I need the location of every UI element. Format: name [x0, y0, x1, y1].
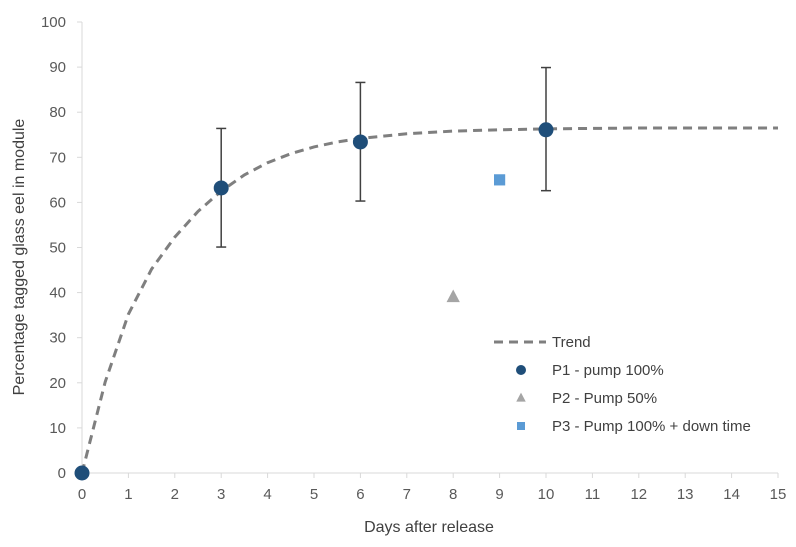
y-tick-label: 0 — [58, 465, 66, 482]
x-tick-label: 11 — [585, 486, 601, 503]
legend-item: P1 - pump 100% — [516, 362, 664, 379]
y-tick-label: 80 — [49, 104, 66, 121]
x-tick-label: 14 — [723, 486, 740, 503]
legend-label: Trend — [552, 334, 591, 351]
y-tick-label: 60 — [49, 194, 66, 211]
x-tick-label: 2 — [171, 486, 179, 503]
y-tick-label: 50 — [49, 240, 66, 257]
x-tick-label: 5 — [310, 486, 318, 503]
legend-swatch-marker — [516, 392, 526, 402]
y-tick-label: 30 — [49, 330, 66, 347]
x-tick-label: 3 — [217, 486, 225, 503]
x-tick-label: 1 — [124, 486, 132, 503]
legend-item: P3 - Pump 100% + down time — [517, 418, 751, 435]
legend-label: P3 - Pump 100% + down time — [552, 418, 751, 435]
legend-label: P1 - pump 100% — [552, 362, 664, 379]
legend-item: P2 - Pump 50% — [516, 390, 657, 407]
y-tick-label: 40 — [49, 285, 66, 302]
data-point — [213, 180, 229, 196]
x-tick-label: 15 — [770, 486, 787, 503]
x-tick-label: 4 — [263, 486, 271, 503]
data-point — [538, 122, 554, 138]
legend-swatch-marker — [517, 422, 525, 430]
legend-swatch-marker — [516, 365, 526, 375]
x-tick-label: 7 — [403, 486, 411, 503]
legend-label: P2 - Pump 50% — [552, 390, 657, 407]
data-point — [446, 289, 460, 303]
y-axis-title: Percentage tagged glass eel in module — [11, 119, 28, 396]
data-point — [74, 465, 90, 481]
y-tick-label: 10 — [49, 420, 66, 437]
x-axis-title: Days after release — [364, 519, 494, 536]
data-point — [352, 134, 368, 150]
x-tick-label: 8 — [449, 486, 457, 503]
trend-line — [80, 126, 778, 474]
y-tick-label: 100 — [41, 14, 66, 31]
x-tick-label: 10 — [538, 486, 555, 503]
y-tick-label: 20 — [49, 375, 66, 392]
tick-labels: 0 1 2 3 4 5 6 7 8 9 10 11 12 13 14 15010203040506070809… — [41, 14, 786, 503]
data-point — [494, 174, 506, 186]
legend-item: Trend — [494, 334, 591, 351]
legend: Trend P1 - pump 100% P2 - Pump 50% P3 - Pum… — [494, 334, 751, 435]
plot-area — [74, 66, 778, 481]
x-tick-label: 9 — [495, 486, 503, 503]
y-tick-label: 70 — [49, 149, 66, 166]
x-tick-label: 13 — [677, 486, 694, 503]
x-tick-label: 6 — [356, 486, 364, 503]
axes — [77, 21, 779, 478]
x-tick-label: 0 — [78, 486, 86, 503]
x-tick-label: 12 — [630, 486, 647, 503]
y-tick-label: 90 — [49, 59, 66, 76]
